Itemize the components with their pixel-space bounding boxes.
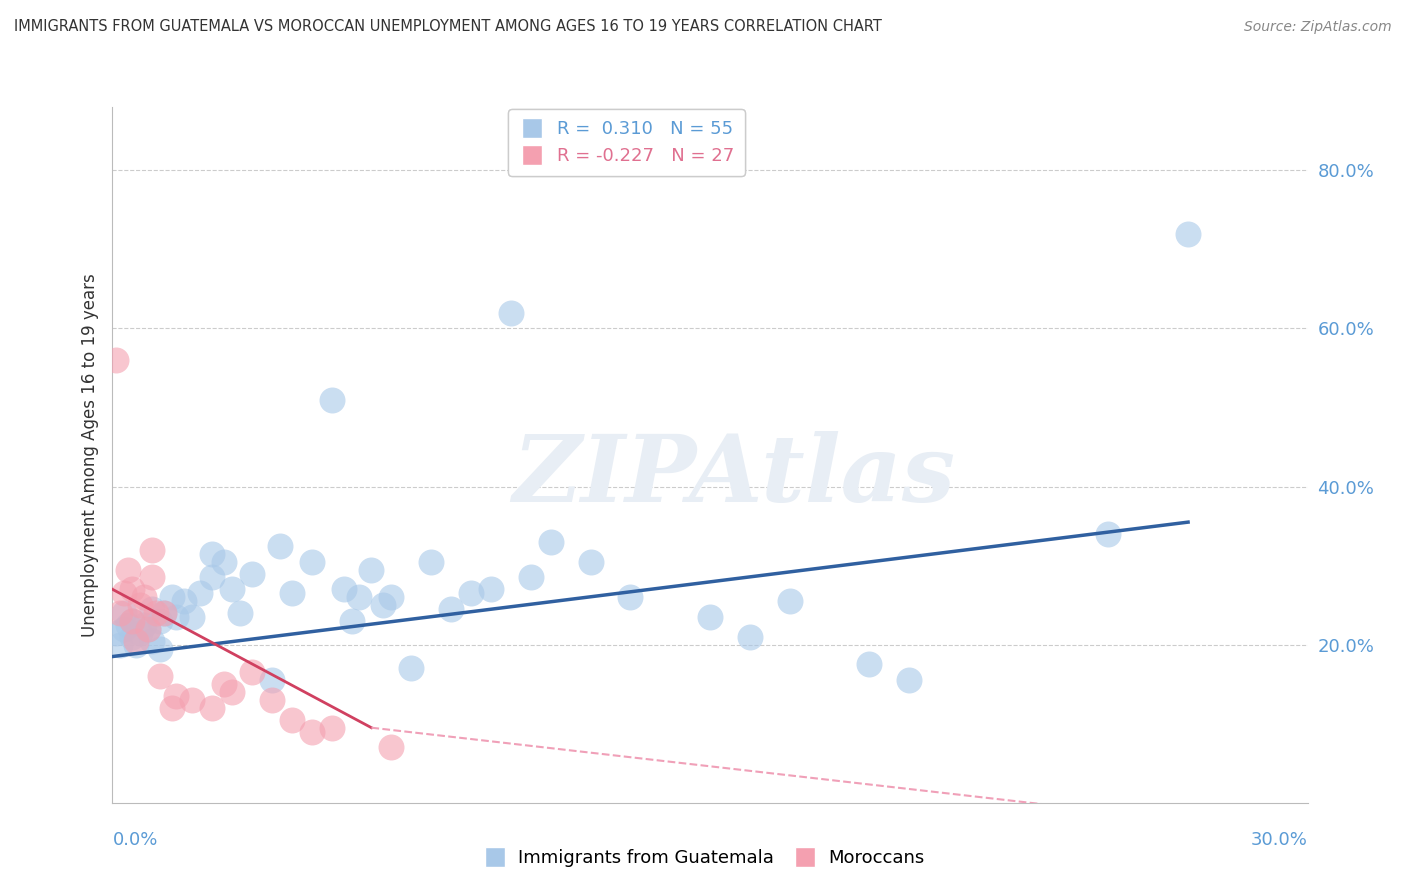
Point [340, 614, 363, 628]
Point [332, 582, 354, 597]
Point [125, 633, 148, 648]
Point [269, 539, 291, 553]
Point [121, 614, 143, 628]
Point [699, 610, 721, 624]
Point [121, 582, 143, 597]
Point [380, 740, 402, 755]
Point [321, 721, 343, 735]
Point [479, 582, 502, 597]
Point [380, 591, 402, 605]
Point [138, 622, 160, 636]
Point [134, 618, 156, 632]
Point [499, 305, 522, 319]
Y-axis label: Unemployment Among Ages 16 to 19 years: Unemployment Among Ages 16 to 19 years [80, 273, 98, 637]
Point [349, 591, 371, 605]
Point [579, 555, 602, 569]
Point [1097, 527, 1119, 541]
Point [281, 713, 304, 727]
Point [129, 625, 152, 640]
Point [201, 701, 224, 715]
Point [460, 586, 482, 600]
Point [301, 555, 323, 569]
Point [125, 638, 148, 652]
Point [162, 591, 183, 605]
Point [858, 657, 880, 672]
Point [153, 606, 176, 620]
Point [110, 606, 132, 620]
Point [149, 641, 172, 656]
Legend: R =  0.310   N = 55, R = -0.227   N = 27: R = 0.310 N = 55, R = -0.227 N = 27 [508, 109, 745, 176]
Point [129, 598, 152, 612]
Point [165, 689, 187, 703]
Point [141, 633, 163, 648]
Point [619, 591, 641, 605]
Point [201, 570, 224, 584]
Point [898, 673, 921, 688]
Point [141, 570, 163, 584]
Point [281, 586, 304, 600]
Point [520, 570, 543, 584]
Point [114, 606, 135, 620]
Point [260, 693, 283, 707]
Text: ZIPAtlas: ZIPAtlas [512, 431, 956, 521]
Point [121, 630, 143, 644]
Text: 0.0%: 0.0% [112, 830, 157, 848]
Point [440, 602, 463, 616]
Point [1177, 227, 1199, 241]
Point [221, 685, 243, 699]
Point [162, 701, 183, 715]
Point [138, 622, 160, 636]
Point [373, 598, 395, 612]
Point [738, 630, 761, 644]
Legend: Immigrants from Guatemala, Moroccans: Immigrants from Guatemala, Moroccans [475, 842, 931, 874]
Point [105, 625, 128, 640]
Point [401, 661, 423, 675]
Point [149, 669, 172, 683]
Point [153, 606, 176, 620]
Point [110, 638, 132, 652]
Point [201, 547, 224, 561]
Point [181, 693, 204, 707]
Point [779, 594, 801, 608]
Point [540, 534, 562, 549]
Point [105, 353, 128, 368]
Point [173, 594, 195, 608]
Point [114, 586, 135, 600]
Point [260, 673, 283, 688]
Point [321, 392, 343, 407]
Point [145, 606, 167, 620]
Text: 30.0%: 30.0% [1251, 830, 1308, 848]
Point [121, 614, 143, 628]
Point [212, 677, 235, 691]
Point [240, 665, 263, 680]
Point [117, 618, 139, 632]
Point [420, 555, 443, 569]
Point [221, 582, 243, 597]
Point [188, 586, 211, 600]
Point [212, 555, 235, 569]
Point [240, 566, 263, 581]
Text: Source: ZipAtlas.com: Source: ZipAtlas.com [1244, 21, 1392, 34]
Point [360, 563, 382, 577]
Point [149, 614, 172, 628]
Point [141, 602, 163, 616]
Point [114, 622, 135, 636]
Point [134, 591, 156, 605]
Point [181, 610, 204, 624]
Text: IMMIGRANTS FROM GUATEMALA VS MOROCCAN UNEMPLOYMENT AMONG AGES 16 TO 19 YEARS COR: IMMIGRANTS FROM GUATEMALA VS MOROCCAN UN… [14, 20, 882, 34]
Point [117, 563, 139, 577]
Point [301, 724, 323, 739]
Point [165, 610, 187, 624]
Point [141, 542, 163, 557]
Point [229, 606, 252, 620]
